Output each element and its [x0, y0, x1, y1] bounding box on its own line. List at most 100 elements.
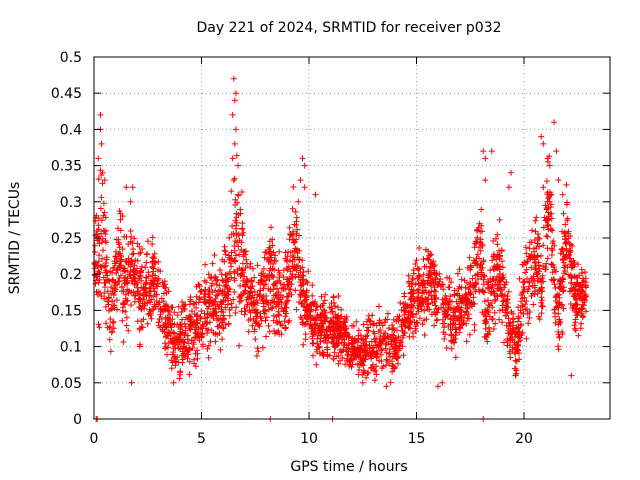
- data-point: [387, 379, 394, 386]
- data-point: [451, 305, 457, 312]
- data-point: [110, 264, 116, 271]
- data-point: [303, 287, 310, 294]
- data-point: [192, 334, 199, 341]
- data-point: [514, 325, 521, 332]
- data-point: [355, 339, 361, 346]
- data-point: [286, 236, 293, 243]
- data-point: [539, 297, 546, 304]
- data-point: [245, 328, 252, 335]
- data-point: [278, 331, 285, 338]
- data-point: [291, 221, 298, 228]
- data-point: [395, 354, 402, 361]
- data-point: [107, 268, 114, 275]
- data-point: [369, 361, 376, 368]
- data-point: [387, 346, 393, 353]
- data-point: [439, 379, 446, 386]
- data-point: [293, 214, 300, 221]
- data-point: [577, 290, 584, 297]
- data-point: [106, 324, 113, 331]
- data-point: [359, 360, 365, 367]
- data-point: [499, 319, 506, 326]
- data-point: [532, 259, 539, 265]
- data-point: [115, 236, 122, 243]
- data-point: [526, 278, 533, 285]
- data-point: [423, 263, 430, 270]
- data-point: [153, 291, 160, 298]
- data-point: [390, 316, 397, 323]
- data-point: [471, 300, 478, 307]
- data-point: [405, 280, 412, 287]
- data-point: [562, 268, 568, 274]
- data-point: [205, 342, 212, 349]
- data-point: [456, 300, 463, 307]
- data-point: [119, 283, 125, 290]
- data-point: [258, 272, 264, 279]
- data-point: [136, 303, 143, 310]
- data-point: [116, 278, 123, 285]
- data-point: [529, 227, 535, 234]
- data-point: [520, 284, 527, 290]
- data-point: [439, 281, 445, 288]
- data-point: [551, 119, 558, 126]
- data-point: [503, 297, 510, 304]
- data-point: [477, 247, 484, 254]
- data-point: [96, 240, 103, 247]
- data-point: [337, 332, 344, 339]
- data-point: [462, 284, 469, 291]
- data-point: [551, 266, 558, 273]
- x-axis-label: GPS time / hours: [290, 459, 407, 475]
- data-point: [193, 304, 200, 311]
- data-point: [484, 278, 491, 285]
- data-point: [106, 336, 113, 343]
- data-point: [458, 276, 465, 283]
- data-point: [167, 335, 174, 342]
- data-point: [191, 311, 198, 317]
- data-point: [330, 299, 337, 306]
- data-point: [496, 266, 503, 273]
- data-point: [98, 230, 105, 237]
- data-point: [431, 262, 438, 268]
- data-point: [573, 273, 579, 280]
- data-point: [560, 251, 567, 258]
- data-point: [143, 292, 150, 299]
- data-point: [331, 328, 338, 335]
- data-point: [509, 333, 516, 340]
- data-point: [446, 298, 453, 304]
- data-point: [124, 297, 131, 304]
- data-point: [152, 259, 159, 266]
- data-point: [109, 319, 116, 326]
- data-point: [112, 288, 118, 295]
- data-point: [263, 333, 270, 340]
- data-point: [202, 291, 209, 298]
- data-point: [270, 249, 277, 256]
- data-point: [446, 304, 453, 311]
- data-point: [414, 294, 421, 301]
- data-point: [282, 301, 289, 308]
- data-point: [428, 251, 435, 258]
- data-point: [560, 305, 567, 312]
- data-point: [286, 224, 293, 231]
- data-point: [324, 353, 331, 360]
- data-point: [567, 272, 574, 279]
- data-point: [246, 296, 252, 303]
- data-point: [192, 363, 199, 370]
- data-point: [546, 162, 553, 169]
- data-point: [417, 301, 424, 308]
- data-point: [504, 293, 511, 300]
- data-point: [442, 292, 449, 299]
- data-point: [160, 298, 167, 305]
- data-point: [270, 281, 277, 288]
- data-point: [305, 268, 312, 275]
- data-point: [101, 177, 108, 184]
- data-point: [112, 253, 119, 260]
- data-point: [212, 274, 219, 281]
- data-point: [134, 284, 141, 291]
- data-point: [213, 281, 220, 288]
- data-point: [335, 360, 342, 367]
- data-point: [466, 298, 473, 305]
- data-point: [425, 248, 432, 255]
- data-point: [273, 313, 280, 320]
- data-point: [131, 267, 138, 274]
- y-tick-label: 0.3: [60, 195, 82, 211]
- data-point: [287, 257, 294, 264]
